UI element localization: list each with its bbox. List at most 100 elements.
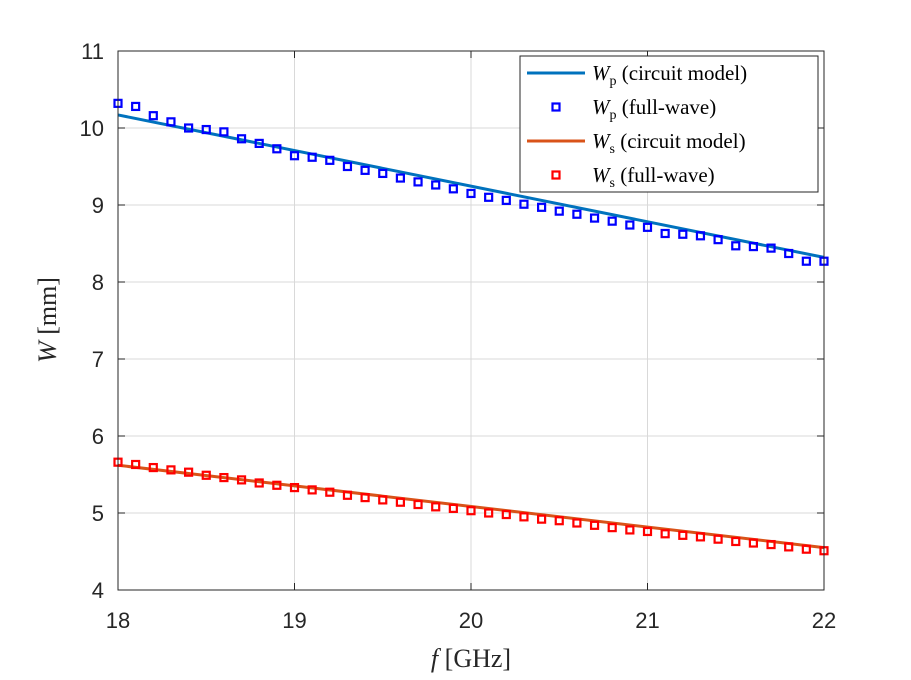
series-4-marker — [148, 462, 158, 473]
y-axis-label: W [mm] — [33, 277, 62, 363]
y-tick-label: 8 — [92, 270, 104, 295]
y-tick-label: 10 — [80, 116, 104, 141]
series-2-marker — [713, 235, 723, 245]
legend-marker-swatch — [551, 102, 561, 112]
legend-label-var: W — [592, 61, 612, 85]
x-axis-label-unit: [GHz] — [445, 644, 511, 673]
series-4-marker — [289, 482, 300, 493]
series-4-marker — [325, 487, 335, 497]
legend-marker-swatch — [551, 170, 561, 180]
y-axis-label-var: W — [33, 339, 62, 363]
series-2-marker — [554, 206, 564, 216]
series-2-marker — [131, 101, 141, 112]
legend-label-desc: (full-wave) — [615, 163, 715, 187]
legend-label: Wp (circuit model) — [592, 61, 747, 89]
legend-label-var: W — [592, 163, 612, 187]
series-2-marker — [678, 229, 688, 239]
legend-label: Ws (circuit model) — [592, 129, 746, 157]
series-2-marker — [448, 184, 458, 194]
series-2-marker — [272, 144, 282, 154]
series-4-marker — [431, 502, 441, 512]
series-4-marker — [766, 539, 776, 550]
series-2-marker — [466, 188, 476, 199]
series-2-marker — [484, 192, 494, 202]
series-4-marker — [589, 520, 600, 530]
legend-label-desc: (full-wave) — [617, 95, 717, 119]
legend-label: Ws (full-wave) — [592, 163, 715, 191]
series-2-marker — [660, 228, 670, 239]
series-2-marker — [801, 256, 811, 266]
legend-box — [519, 55, 819, 193]
series-2-marker — [642, 222, 653, 232]
series-4-marker — [184, 467, 194, 477]
series-2-marker — [572, 209, 582, 219]
y-tick-label: 9 — [92, 193, 104, 218]
series-4-marker — [554, 516, 564, 526]
legend-label-subscript: s — [610, 176, 615, 191]
series-2-marker — [184, 123, 194, 133]
series-4-marker — [801, 544, 811, 554]
legend-label-desc: (circuit model) — [617, 61, 748, 85]
series-2-marker — [413, 177, 423, 187]
ticks: 18 19 20 21 22 4 5 6 7 8 9 10 11 — [80, 39, 837, 633]
y-tick-label: 11 — [81, 39, 104, 64]
series-4-marker — [536, 514, 547, 524]
legend-label-subscript: p — [610, 74, 617, 89]
x-tick-label: 21 — [635, 608, 659, 633]
legend-label-var: W — [592, 129, 612, 153]
series-2-marker — [431, 180, 441, 190]
series-4-marker — [378, 495, 388, 505]
series-4-marker — [625, 525, 635, 535]
x-axis-label: f [GHz] — [431, 644, 511, 673]
series-2-marker — [748, 241, 759, 252]
series-2-marker — [589, 213, 600, 223]
series-2-marker — [148, 111, 158, 121]
series-4-marker — [166, 465, 176, 475]
series-4-marker — [713, 534, 723, 544]
x-tick-label: 19 — [282, 608, 306, 633]
series-2-marker — [307, 152, 317, 162]
series-2-marker — [219, 127, 229, 137]
series-2-marker — [625, 220, 635, 230]
series-4-marker — [572, 518, 582, 528]
series-2-marker — [166, 117, 176, 127]
series-4-marker — [236, 475, 247, 485]
series-4-marker — [131, 459, 141, 470]
series-4-marker — [678, 530, 688, 540]
series-4-marker — [660, 529, 670, 539]
series-2-marker — [784, 248, 794, 259]
legend: Wp (circuit model)Wp (full-wave)Ws (circ… — [519, 55, 819, 193]
series-2-marker — [731, 241, 741, 251]
series-2-marker — [254, 138, 264, 148]
series-4-marker — [695, 532, 706, 542]
series-2-marker — [536, 202, 547, 212]
legend-label: Wp (full-wave) — [592, 95, 716, 123]
series-2-marker — [236, 134, 247, 144]
series-2-marker — [289, 151, 300, 161]
series-4-marker — [307, 485, 317, 495]
x-tick-label: 18 — [106, 608, 130, 633]
series-2-marker — [501, 195, 511, 205]
series-4-marker — [413, 499, 423, 510]
series-2-marker — [519, 199, 529, 209]
series-4-marker — [731, 536, 741, 547]
series-4-marker — [201, 470, 211, 480]
series-4-marker — [501, 509, 511, 520]
y-tick-label: 4 — [92, 578, 104, 603]
legend-label-subscript: s — [610, 142, 615, 157]
series-4-marker — [254, 478, 264, 488]
legend-label-desc: (circuit model) — [615, 129, 746, 153]
y-tick-label: 7 — [92, 347, 104, 372]
series-4-marker — [466, 506, 476, 516]
series-4-marker — [395, 497, 405, 507]
series-2-marker — [378, 168, 388, 179]
series-2-marker — [395, 173, 405, 183]
series-4-marker — [519, 512, 529, 522]
series-2-marker — [360, 165, 370, 175]
legend-label-var: W — [592, 95, 612, 119]
series-4-marker — [484, 508, 494, 518]
series-4-marker — [642, 526, 653, 537]
x-tick-label: 20 — [459, 608, 483, 633]
series-4-marker — [448, 503, 458, 513]
x-axis-label-var: f — [431, 644, 442, 673]
